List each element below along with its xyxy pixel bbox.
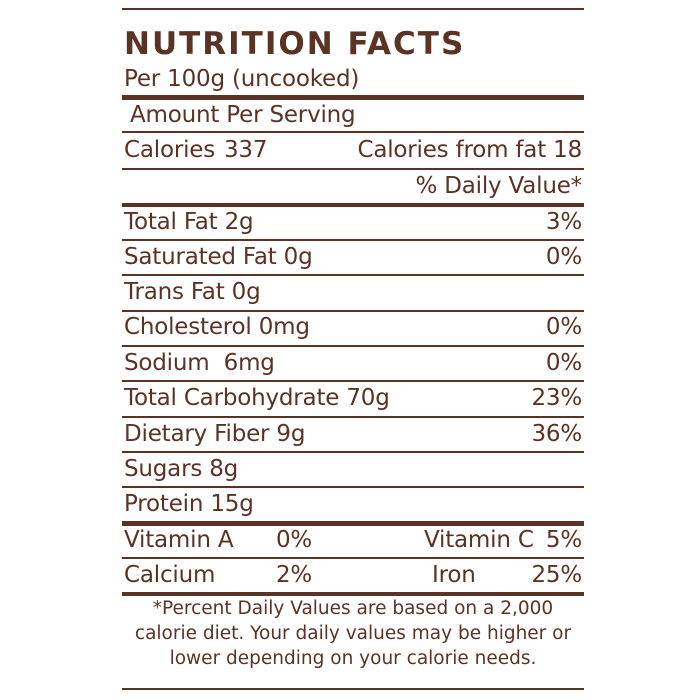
bottom-rule xyxy=(122,688,584,690)
vitamin-a-label: Vitamin A xyxy=(124,527,234,553)
row-rule xyxy=(122,557,584,559)
nutrient-sodium-dv: 0% xyxy=(545,350,582,376)
vitamin-c-value: 5% xyxy=(545,527,582,553)
top-rule xyxy=(122,8,584,10)
calories-rule xyxy=(122,168,584,170)
row-rule xyxy=(122,345,584,347)
footnote-line: calorie diet. Your daily values may be h… xyxy=(134,623,572,644)
vitamin-c-label: Vitamin C xyxy=(424,527,534,553)
footnote-line: *Percent Daily Values are based on a 2,0… xyxy=(152,598,554,619)
calories-value: 337 xyxy=(224,137,268,163)
nutrient-total-fat-dv: 3% xyxy=(545,209,582,235)
row-rule xyxy=(122,451,584,453)
nutrient-dietary-fiber-dv: 36% xyxy=(531,421,582,447)
daily-value-rule xyxy=(122,203,584,207)
nutrient-saturated-fat: Saturated Fat 0g xyxy=(124,244,313,270)
nutrient-total-fat: Total Fat 2g xyxy=(124,209,254,235)
calcium-value: 2% xyxy=(276,562,313,588)
row-rule xyxy=(122,380,584,382)
row-rule xyxy=(122,416,584,418)
nutrition-facts-label: NUTRITION FACTS Per 100g (uncooked) Amou… xyxy=(122,8,584,690)
calories-from-fat: Calories from fat 18 xyxy=(357,137,582,163)
nutrient-sodium: Sodium 6mg xyxy=(124,350,275,376)
calories-label: Calories xyxy=(124,137,215,163)
calcium-label: Calcium xyxy=(124,562,216,588)
nutrient-total-carbohydrate-dv: 23% xyxy=(531,385,582,411)
row-rule xyxy=(122,239,584,241)
serving-rule xyxy=(122,95,584,100)
amount-rule xyxy=(122,131,584,133)
nutrient-saturated-fat-dv: 0% xyxy=(545,244,582,270)
footnote-rule xyxy=(122,592,584,596)
iron-value: 25% xyxy=(531,562,582,588)
footnote-line: lower depending on your calorie needs. xyxy=(169,648,537,669)
footnote: *Percent Daily Values are based on a 2,0… xyxy=(122,596,584,671)
nutrient-dietary-fiber: Dietary Fiber 9g xyxy=(124,421,306,447)
nutrient-total-carbohydrate: Total Carbohydrate 70g xyxy=(124,385,390,411)
label-title: NUTRITION FACTS xyxy=(124,26,466,62)
nutrient-trans-fat: Trans Fat 0g xyxy=(124,279,261,305)
row-rule xyxy=(122,310,584,312)
vitamin-a-value: 0% xyxy=(276,527,313,553)
nutrient-cholesterol: Cholesterol 0mg xyxy=(124,314,310,340)
nutrient-sugars: Sugars 8g xyxy=(124,456,239,482)
amount-per-serving: Amount Per Serving xyxy=(130,102,356,128)
row-rule xyxy=(122,274,584,276)
nutrient-cholesterol-dv: 0% xyxy=(545,314,582,340)
nutrient-protein: Protein 15g xyxy=(124,491,254,517)
vitamin-rule xyxy=(122,521,584,526)
daily-value-header: % Daily Value* xyxy=(415,173,582,199)
serving-size: Per 100g (uncooked) xyxy=(124,66,360,92)
row-rule xyxy=(122,486,584,488)
iron-label: Iron xyxy=(432,562,476,588)
